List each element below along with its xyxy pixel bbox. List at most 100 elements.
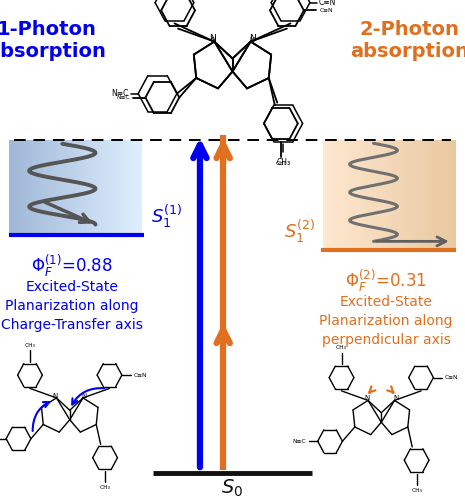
Text: CH₃: CH₃ [411, 488, 422, 493]
Text: CH₃: CH₃ [336, 345, 347, 350]
FancyBboxPatch shape [389, 140, 393, 249]
FancyBboxPatch shape [373, 140, 377, 249]
FancyBboxPatch shape [353, 140, 357, 249]
FancyBboxPatch shape [426, 140, 430, 249]
FancyBboxPatch shape [36, 140, 40, 234]
FancyBboxPatch shape [115, 140, 119, 234]
FancyBboxPatch shape [69, 140, 73, 234]
FancyBboxPatch shape [399, 140, 403, 249]
FancyBboxPatch shape [109, 140, 113, 234]
FancyBboxPatch shape [412, 140, 416, 249]
FancyBboxPatch shape [359, 140, 364, 249]
Text: N: N [249, 36, 255, 43]
Text: $\Phi^{(2)}_F$=0.31: $\Phi^{(2)}_F$=0.31 [345, 268, 427, 294]
FancyBboxPatch shape [439, 140, 443, 249]
FancyBboxPatch shape [9, 140, 13, 234]
Text: $\Phi^{(1)}_F$=0.88: $\Phi^{(1)}_F$=0.88 [31, 252, 113, 280]
Text: 1-Photon
absorption: 1-Photon absorption [0, 20, 106, 61]
FancyBboxPatch shape [102, 140, 106, 234]
FancyBboxPatch shape [13, 140, 16, 234]
FancyBboxPatch shape [19, 140, 23, 234]
FancyBboxPatch shape [356, 140, 360, 249]
Text: N: N [53, 393, 58, 399]
Text: $S_0$: $S_0$ [221, 478, 244, 499]
FancyBboxPatch shape [396, 140, 400, 249]
Text: N≡C: N≡C [116, 95, 130, 100]
FancyBboxPatch shape [340, 140, 344, 249]
FancyBboxPatch shape [16, 140, 20, 234]
FancyBboxPatch shape [379, 140, 383, 249]
FancyBboxPatch shape [409, 140, 413, 249]
FancyBboxPatch shape [66, 140, 69, 234]
FancyBboxPatch shape [22, 140, 27, 234]
FancyBboxPatch shape [336, 140, 340, 249]
FancyBboxPatch shape [323, 140, 327, 249]
FancyBboxPatch shape [326, 140, 330, 249]
FancyBboxPatch shape [446, 140, 450, 249]
FancyBboxPatch shape [42, 140, 46, 234]
FancyBboxPatch shape [432, 140, 436, 249]
FancyBboxPatch shape [39, 140, 43, 234]
FancyBboxPatch shape [99, 140, 102, 234]
FancyBboxPatch shape [119, 140, 122, 234]
FancyBboxPatch shape [452, 140, 456, 249]
FancyBboxPatch shape [343, 140, 347, 249]
Text: $S^{(1)}_1$: $S^{(1)}_1$ [151, 203, 183, 230]
FancyBboxPatch shape [419, 140, 423, 249]
Text: C≡N: C≡N [319, 0, 336, 7]
FancyBboxPatch shape [370, 140, 373, 249]
FancyBboxPatch shape [128, 140, 133, 234]
Text: C≡N: C≡N [133, 372, 147, 378]
FancyBboxPatch shape [62, 140, 66, 234]
Text: N: N [210, 36, 216, 43]
FancyBboxPatch shape [125, 140, 129, 234]
FancyBboxPatch shape [86, 140, 89, 234]
FancyBboxPatch shape [112, 140, 116, 234]
Text: $S^{(2)}_1$: $S^{(2)}_1$ [284, 218, 315, 245]
FancyBboxPatch shape [95, 140, 99, 234]
FancyBboxPatch shape [346, 140, 350, 249]
FancyBboxPatch shape [92, 140, 96, 234]
FancyBboxPatch shape [135, 140, 139, 234]
Text: N≡C: N≡C [292, 439, 306, 444]
FancyBboxPatch shape [132, 140, 136, 234]
Text: C≡N: C≡N [319, 8, 333, 13]
Text: N: N [250, 34, 256, 43]
FancyBboxPatch shape [26, 140, 30, 234]
FancyBboxPatch shape [49, 140, 53, 234]
Text: N: N [364, 396, 369, 402]
FancyBboxPatch shape [33, 140, 36, 234]
Text: N: N [209, 34, 215, 43]
FancyBboxPatch shape [436, 140, 439, 249]
Text: Excited-State
Planarization along
Charge-Transfer axis: Excited-State Planarization along Charge… [1, 280, 143, 332]
FancyBboxPatch shape [82, 140, 86, 234]
FancyBboxPatch shape [363, 140, 367, 249]
FancyBboxPatch shape [386, 140, 390, 249]
FancyBboxPatch shape [79, 140, 83, 234]
FancyBboxPatch shape [106, 140, 109, 234]
Text: CH₃: CH₃ [100, 486, 111, 490]
Text: N: N [82, 393, 87, 399]
FancyBboxPatch shape [366, 140, 370, 249]
FancyBboxPatch shape [46, 140, 49, 234]
FancyBboxPatch shape [59, 140, 63, 234]
FancyBboxPatch shape [416, 140, 420, 249]
FancyBboxPatch shape [53, 140, 56, 234]
FancyBboxPatch shape [29, 140, 33, 234]
FancyBboxPatch shape [330, 140, 333, 249]
Text: N≡C: N≡C [111, 89, 128, 98]
FancyBboxPatch shape [75, 140, 80, 234]
FancyBboxPatch shape [72, 140, 76, 234]
FancyBboxPatch shape [429, 140, 433, 249]
FancyBboxPatch shape [89, 140, 93, 234]
Text: CH₃: CH₃ [276, 158, 290, 168]
Text: 2-Photon
absorption: 2-Photon absorption [350, 20, 465, 61]
FancyBboxPatch shape [423, 140, 426, 249]
Text: Excited-State
Planarization along
perpendicular axis: Excited-State Planarization along perpen… [319, 295, 453, 347]
FancyBboxPatch shape [393, 140, 397, 249]
FancyBboxPatch shape [376, 140, 380, 249]
Text: CH₃: CH₃ [275, 161, 286, 166]
FancyBboxPatch shape [383, 140, 386, 249]
FancyBboxPatch shape [403, 140, 406, 249]
Text: C≡N: C≡N [445, 375, 458, 380]
